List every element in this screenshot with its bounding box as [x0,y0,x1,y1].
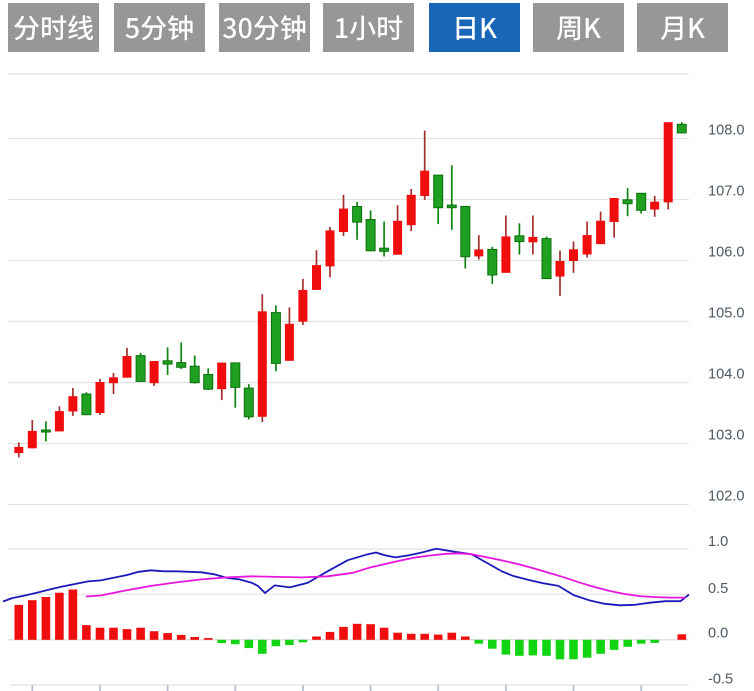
svg-text:1.0: 1.0 [708,534,728,550]
svg-text:0.5: 0.5 [708,581,728,597]
svg-text:-0.5: -0.5 [708,672,733,688]
svg-text:107.0: 107.0 [708,184,745,200]
svg-text:106.0: 106.0 [708,245,745,261]
svg-text:0.0: 0.0 [708,625,728,641]
svg-text:103.0: 103.0 [708,428,745,444]
svg-text:108.0: 108.0 [708,123,745,139]
svg-text:105.0: 105.0 [708,306,745,322]
svg-text:102.0: 102.0 [708,489,745,505]
svg-text:104.0: 104.0 [708,367,745,383]
